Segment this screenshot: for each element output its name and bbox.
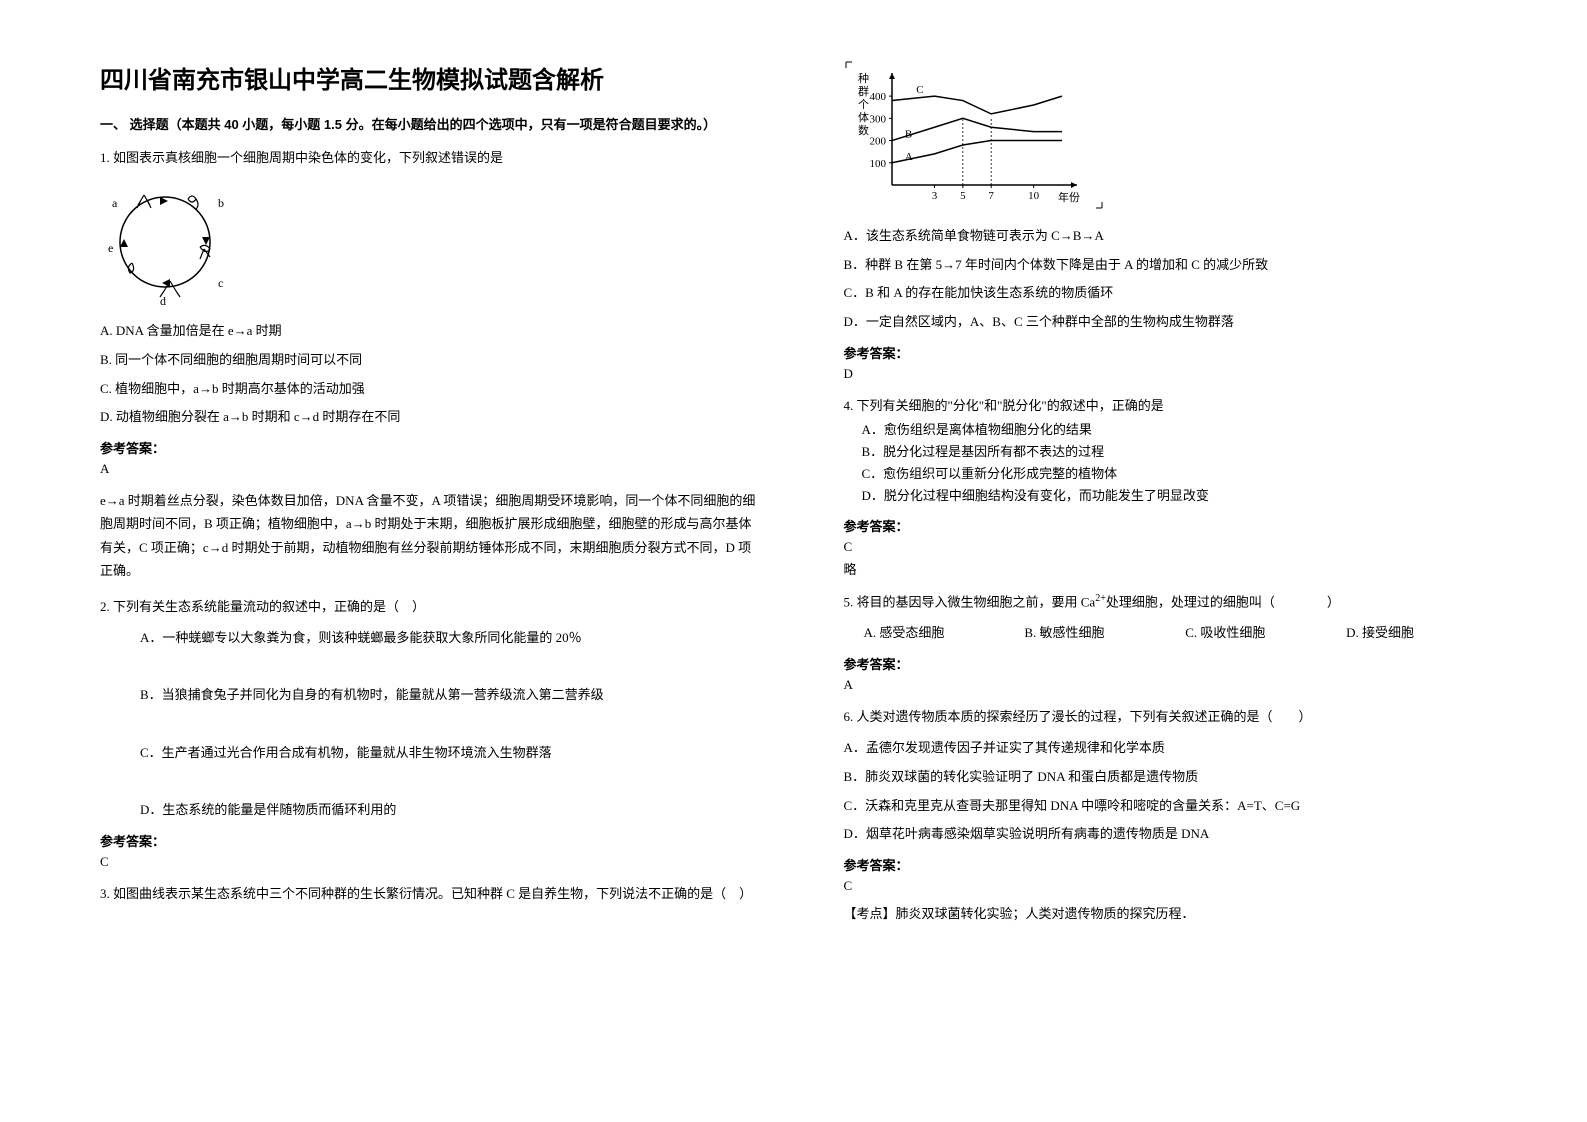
q4-options: A．愈伤组织是离体植物细胞分化的结果 B．脱分化过程是基因所有都不表达的过程 C… [844,419,1508,507]
svg-text:数: 数 [858,124,869,137]
q5-stem: 5. 将目的基因导入微生物细胞之前，要用 Ca2+处理细胞，处理过的细胞叫（ ） [844,590,1508,614]
svg-text:3: 3 [931,190,937,202]
q6-stem: 6. 人类对遗传物质本质的探索经历了漫长的过程，下列有关叙述正确的是（ ） [844,705,1508,728]
q2-option-a: A．一种蜣螂专以大象粪为食，则该种蜣螂最多能获取大象所同化能量的 20％ [140,626,764,651]
q6-topic: 【考点】肺炎双球菌转化实验；人类对遗传物质的探究历程． [844,902,1508,925]
q3-option-b: B．种群 B 在第 5→7 年时间内个体数下降是由于 A 的增加和 C 的减少所… [844,253,1508,278]
label-e: e [108,241,113,255]
svg-text:7: 7 [988,190,994,202]
q1-explanation: e→a 时期着丝点分裂，染色体数目加倍，DNA 含量不变，A 项错误；细胞周期受… [100,489,764,583]
svg-text:B: B [904,129,911,141]
q5-stem-post: 处理细胞，处理过的细胞叫（ ） [1106,594,1340,609]
q3-answer-label: 参考答案： [844,343,1508,362]
q5-stem-sup: 2+ [1095,593,1106,604]
q6-answer-label: 参考答案： [844,855,1508,874]
q3-option-c: C．B 和 A 的存在能加快该生态系统的物质循环 [844,281,1508,306]
svg-text:个: 个 [858,98,869,111]
q5-option-b: B. 敏感性细胞 [1024,621,1185,646]
q6-option-b: B．肺炎双球菌的转化实验证明了 DNA 和蛋白质都是遗传物质 [844,765,1508,790]
q6-answer: C [844,878,1508,894]
q4-answer: C [844,539,1508,555]
svg-text:体: 体 [858,110,869,124]
label-b: b [218,196,224,210]
q5-option-d: D. 接受细胞 [1346,621,1507,646]
q2-answer-label: 参考答案： [100,831,764,850]
q1-option-c: C. 植物细胞中，a→b 时期高尔基体的活动加强 [100,377,764,402]
page: 四川省南充市银山中学高二生物模拟试题含解析 一、 选择题（本题共 40 小题，每… [0,0,1587,973]
svg-text:C: C [916,84,923,96]
svg-text:5: 5 [960,190,966,202]
q5-answer-label: 参考答案： [844,654,1508,673]
q6-option-d: D．烟草花叶病毒感染烟草实验说明所有病毒的遗传物质是 DNA [844,822,1508,847]
q4-option-c: C．愈伤组织可以重新分化形成完整的植物体 [862,463,1508,485]
q2-stem: 2. 下列有关生态系统能量流动的叙述中，正确的是（ ） [100,595,764,618]
q5-answer: A [844,677,1508,693]
svg-text:群: 群 [858,84,869,98]
left-column: 四川省南充市银山中学高二生物模拟试题含解析 一、 选择题（本题共 40 小题，每… [100,60,764,933]
q2-option-c: C．生产者通过光合作用合成有机物，能量就从非生物环境流入生物群落 [140,741,764,766]
svg-text:A: A [904,151,912,163]
svg-text:10: 10 [1028,190,1040,202]
q4-stem: 4. 下列有关细胞的"分化"和"脱分化"的叙述中，正确的是 [844,394,1508,417]
q3-stem: 3. 如图曲线表示某生态系统中三个不同种群的生长繁衍情况。已知种群 C 是自养生… [100,882,764,905]
q1-diagram: a b c d e [100,177,764,311]
q5-option-c: C. 吸收性细胞 [1185,621,1346,646]
right-column: 种群个体数年份10020030040035710ABC A．该生态系统简单食物链… [844,60,1508,933]
q2-options: A．一种蜣螂专以大象粪为食，则该种蜣螂最多能获取大象所同化能量的 20％ B．当… [100,626,764,823]
q5-stem-pre: 5. 将目的基因导入微生物细胞之前，要用 Ca [844,594,1096,609]
svg-text:种: 种 [858,71,869,85]
svg-text:100: 100 [869,158,886,170]
q5-option-a: A. 感受态细胞 [864,621,1025,646]
q2-option-b: B．当狼捕食兔子并同化为自身的有机物时，能量就从第一营养级流入第二营养级 [140,683,764,708]
q4-option-a: A．愈伤组织是离体植物细胞分化的结果 [862,419,1508,441]
q4-answer-label: 参考答案： [844,516,1508,535]
q4-note: 略 [844,559,1508,578]
q1-option-a: A. DNA 含量加倍是在 e→a 时期 [100,319,764,344]
q3-option-a: A．该生态系统简单食物链可表示为 C→B→A [844,224,1508,249]
q4-option-d: D．脱分化过程中细胞结构没有变化，而功能发生了明显改变 [862,485,1508,507]
q3-answer: D [844,366,1508,382]
svg-text:年份: 年份 [1058,190,1080,204]
q4-option-b: B．脱分化过程是基因所有都不表达的过程 [862,441,1508,463]
q1-answer-label: 参考答案： [100,438,764,457]
label-a: a [112,196,118,210]
q3-option-d: D．一定自然区域内，A、B、C 三个种群中全部的生物构成生物群落 [844,310,1508,335]
q2-answer: C [100,854,764,870]
label-c: c [218,276,223,290]
svg-text:300: 300 [869,113,886,125]
q1-stem: 1. 如图表示真核细胞一个细胞周期中染色体的变化，下列叙述错误的是 [100,146,764,169]
page-title: 四川省南充市银山中学高二生物模拟试题含解析 [100,60,764,95]
svg-text:200: 200 [869,136,886,148]
q1-answer: A [100,461,764,477]
svg-text:400: 400 [869,91,886,103]
q6-option-a: A．孟德尔发现遗传因子并证实了其传递规律和化学本质 [844,736,1508,761]
section-header: 一、 选择题（本题共 40 小题，每小题 1.5 分。在每小题给出的四个选项中，… [100,115,764,136]
q1-option-d: D. 动植物细胞分裂在 a→b 时期和 c→d 时期存在不同 [100,405,764,430]
q3-chart: 种群个体数年份 100 200 300 400 3 5 7 10 AB C [844,60,1508,214]
q2-option-d: D．生态系统的能量是伴随物质而循环利用的 [140,798,764,823]
q5-options: A. 感受态细胞 B. 敏感性细胞 C. 吸收性细胞 D. 接受细胞 [844,621,1508,646]
q1-option-b: B. 同一个体不同细胞的细胞周期时间可以不同 [100,348,764,373]
q6-option-c: C．沃森和克里克从查哥夫那里得知 DNA 中嘌呤和嘧啶的含量关系：A=T、C=G [844,794,1508,819]
